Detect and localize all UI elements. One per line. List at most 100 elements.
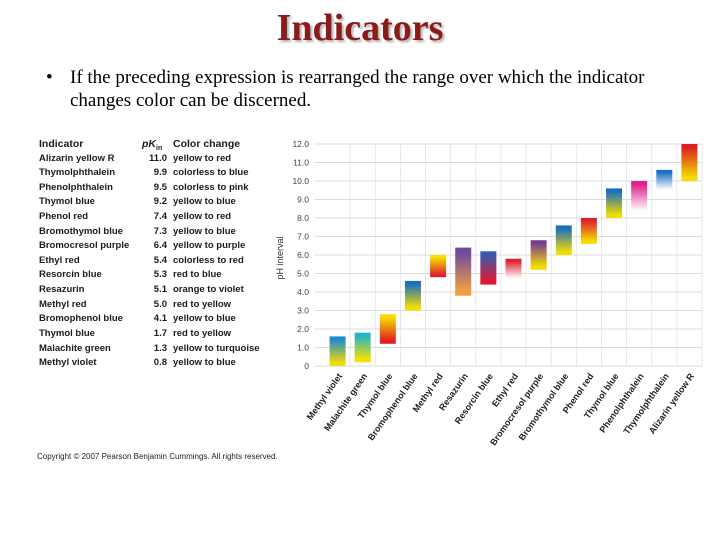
color-change: yellow to red bbox=[173, 152, 232, 164]
table-row: Alizarin yellow R 11.0 yellow to red bbox=[39, 153, 279, 168]
table-row: Thymol blue 1.7 red to yellow bbox=[39, 328, 279, 343]
table-header-pk: pKin bbox=[142, 138, 162, 152]
table-row: Resazurin 5.1 orange to violet bbox=[39, 284, 279, 299]
indicator-name: Thymolphthalein bbox=[39, 167, 115, 179]
color-change: yellow to blue bbox=[173, 196, 236, 208]
y-tick-labels: 0 1.0 2.0 3.0 4.0 5.0 6.0 7.0 8.0 9.0 10.0 11.0 12.0 bbox=[292, 139, 309, 371]
ph-range-bar bbox=[404, 280, 421, 311]
indicator-name: Resazurin bbox=[39, 284, 85, 296]
pk-value: 5.1 bbox=[153, 284, 167, 296]
color-change: orange to violet bbox=[173, 284, 244, 296]
y-axis-label: pH interval bbox=[275, 236, 285, 279]
table-row: Bromophenol blue 4.1 yellow to blue bbox=[39, 313, 279, 328]
chart-grid bbox=[315, 143, 703, 367]
color-change: colorless to pink bbox=[173, 181, 249, 193]
color-change: yellow to blue bbox=[173, 313, 236, 325]
table-header-indicator: Indicator bbox=[39, 138, 84, 150]
table-header-color-change: Color change bbox=[173, 138, 241, 150]
y-tick-label: 8.0 bbox=[297, 213, 309, 223]
ph-range-bar bbox=[379, 314, 396, 344]
ph-range-bar bbox=[430, 255, 447, 278]
chart-bars bbox=[329, 144, 698, 366]
color-change: red to yellow bbox=[173, 298, 232, 310]
indicator-name: Malachite green bbox=[39, 342, 111, 354]
ph-range-bar bbox=[606, 188, 623, 218]
slide-title: Indicators bbox=[276, 7, 444, 49]
pk-value: 7.4 bbox=[153, 210, 167, 222]
indicator-name: Alizarin yellow R bbox=[39, 152, 115, 164]
ph-range-bar bbox=[656, 169, 673, 193]
color-change: yellow to blue bbox=[173, 225, 236, 237]
table-row: Bromocresol purple 6.4 yellow to purple bbox=[39, 240, 279, 255]
table-row: Resorcin blue 5.3 red to blue bbox=[39, 269, 279, 284]
y-tick-label: 9.0 bbox=[297, 195, 309, 205]
pk-value: 1.7 bbox=[153, 327, 167, 339]
ph-range-bar bbox=[480, 251, 497, 285]
table-row: Phenolphthalein 9.5 colorless to pink bbox=[39, 182, 279, 197]
ph-range-bar bbox=[555, 225, 572, 255]
pk-value: 9.9 bbox=[153, 167, 167, 179]
table-row: Methyl violet 0.8 yellow to blue bbox=[39, 357, 279, 372]
color-change: yellow to purple bbox=[173, 240, 246, 252]
table-row: Ethyl red 5.4 colorless to red bbox=[39, 255, 279, 270]
ph-range-bar bbox=[354, 332, 371, 363]
pk-value: 5.4 bbox=[153, 254, 167, 266]
table-row: Methyl red 5.0 red to yellow bbox=[39, 299, 279, 314]
indicator-name: Methyl red bbox=[39, 298, 87, 310]
pk-subscript: in bbox=[156, 145, 163, 153]
pk-value: 7.3 bbox=[153, 225, 167, 237]
indicator-name: Bromothymol blue bbox=[39, 225, 123, 237]
bullet-text: If the preceding expression is rearrange… bbox=[70, 67, 645, 111]
indicator-name: Thymol blue bbox=[39, 327, 95, 339]
indicator-name: Ethyl red bbox=[39, 254, 80, 266]
y-tick-label: 0 bbox=[304, 361, 309, 371]
y-tick-label: 2.0 bbox=[297, 324, 309, 334]
color-change: colorless to blue bbox=[173, 167, 249, 179]
indicator-name: Phenolphthalein bbox=[39, 181, 113, 193]
pk-value: 0.8 bbox=[153, 357, 167, 369]
color-change: colorless to red bbox=[173, 254, 244, 266]
pk-value: 11.0 bbox=[149, 152, 167, 164]
indicator-name: Bromocresol purple bbox=[39, 240, 130, 252]
y-tick-label: 12.0 bbox=[292, 139, 309, 149]
y-tick-label: 4.0 bbox=[297, 287, 309, 297]
indicator-name: Phenol red bbox=[39, 210, 89, 222]
pk-value: 5.0 bbox=[153, 298, 167, 310]
table-row: Thymol blue 9.2 yellow to blue bbox=[39, 196, 279, 211]
table-row: Bromothymol blue 7.3 yellow to blue bbox=[39, 226, 279, 241]
ph-range-bar bbox=[631, 181, 648, 215]
x-category-label: Thymolphthalein bbox=[621, 371, 670, 436]
y-tick-label: 1.0 bbox=[297, 343, 309, 353]
y-tick-label: 3.0 bbox=[297, 306, 309, 316]
pk-value: 6.4 bbox=[153, 240, 167, 252]
color-change: yellow to turquoise bbox=[173, 342, 260, 354]
ph-range-bar bbox=[530, 240, 547, 270]
pk-value: 9.2 bbox=[153, 196, 167, 208]
y-tick-label: 6.0 bbox=[297, 250, 309, 260]
table-row: Malachite green 1.3 yellow to turquoise bbox=[39, 343, 279, 358]
ph-range-bar bbox=[329, 336, 346, 366]
ph-range-bar bbox=[580, 218, 597, 244]
y-tick-label: 11.0 bbox=[293, 158, 309, 168]
pk-value: 9.5 bbox=[153, 181, 167, 193]
y-tick-label: 7.0 bbox=[297, 232, 309, 242]
y-tick-label: 5.0 bbox=[297, 269, 309, 279]
indicator-name: Methyl violet bbox=[39, 357, 97, 369]
ph-range-chart: 0 1.0 2.0 3.0 4.0 5.0 6.0 7.0 8.0 9.0 10.0 11.0 12.0… bbox=[275, 139, 703, 447]
bullet-mark: • bbox=[46, 67, 53, 88]
color-change: red to yellow bbox=[173, 327, 232, 339]
indicator-name: Resorcin blue bbox=[39, 269, 102, 281]
indicator-name: Bromophenol blue bbox=[39, 313, 123, 325]
color-change: yellow to red bbox=[173, 210, 232, 222]
copyright-notice: Copyright © 2007 Pearson Benjamin Cummin… bbox=[37, 452, 278, 461]
ph-range-bar bbox=[681, 144, 698, 181]
table-row: Phenol red 7.4 yellow to red bbox=[39, 211, 279, 226]
pk-symbol: pK bbox=[142, 138, 156, 150]
table-row: Thymolphthalein 9.9 colorless to blue bbox=[39, 167, 279, 182]
ph-range-bar bbox=[455, 247, 472, 296]
pk-value: 1.3 bbox=[153, 342, 167, 354]
color-change: yellow to blue bbox=[173, 357, 236, 369]
ph-range-bar bbox=[505, 258, 522, 281]
pk-value: 4.1 bbox=[153, 313, 167, 325]
